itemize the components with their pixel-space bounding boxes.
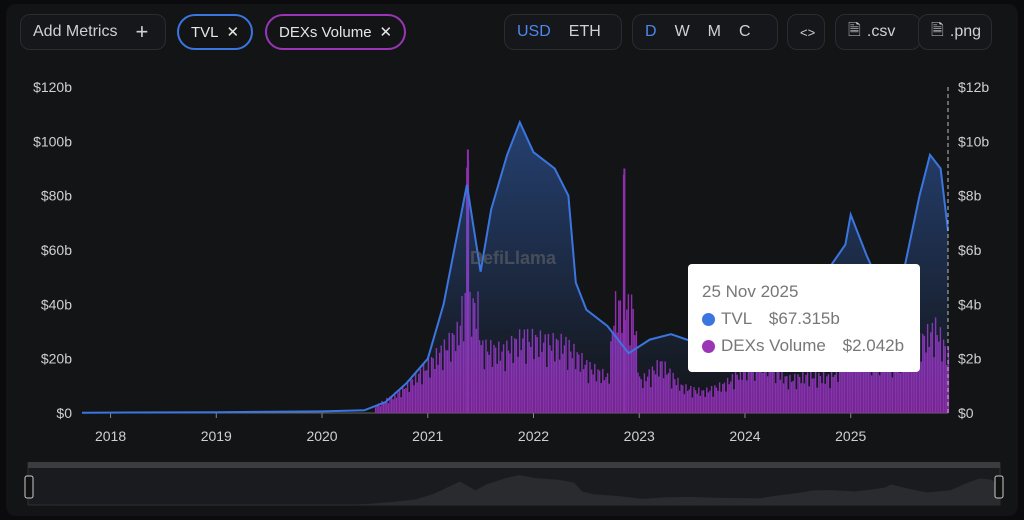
currency-toggle: USD ETH <box>504 14 622 50</box>
chip-label: DEXs Volume <box>279 23 372 41</box>
y-left-tick-label: $100b <box>33 133 72 149</box>
tooltip-row-tvl: TVL $67.315b <box>702 309 906 329</box>
file-download-icon: 🗎 <box>931 21 944 39</box>
tooltip-label: DEXs Volume <box>721 336 826 355</box>
brush-drag-bar[interactable] <box>28 462 1000 468</box>
y-right-tick-label: $10b <box>958 133 989 149</box>
close-icon[interactable]: ✕ <box>379 24 393 41</box>
brush-left-handle[interactable] <box>24 475 34 499</box>
brush-right-handle[interactable] <box>994 475 1004 499</box>
x-tick-label: 2024 <box>729 428 760 444</box>
usd-button[interactable]: USD <box>517 23 551 40</box>
y-left-tick-label: $40b <box>41 296 72 312</box>
tooltip-date: 25 Nov 2025 <box>702 282 799 301</box>
metric-chip-dexs-volume[interactable]: DEXs Volume ✕ <box>265 14 407 50</box>
y-right-tick-label: $4b <box>958 296 982 312</box>
y-right-tick-label: $2b <box>958 351 982 367</box>
dex-volume-bar <box>947 347 950 413</box>
x-tick-label: 2019 <box>201 428 232 444</box>
csv-label: .csv <box>866 23 896 40</box>
tooltip-value: $67.315b <box>768 309 840 328</box>
brush-preview <box>28 475 1000 505</box>
x-tick-label: 2025 <box>835 428 866 444</box>
download-csv-button[interactable]: 🗎 .csv <box>835 14 921 50</box>
y-right-tick-label: $8b <box>958 188 982 204</box>
tooltip-row-dexs-volume: DEXs Volume $2.042b <box>702 336 906 356</box>
add-metrics-label: Add Metrics <box>33 23 118 40</box>
tooltip-value: $2.042b <box>842 336 905 355</box>
monthly-button[interactable]: M <box>707 23 721 40</box>
download-png-button[interactable]: 🗎 .png <box>918 14 992 50</box>
code-icon: <> <box>800 24 816 40</box>
dex-volume-bar <box>623 168 626 413</box>
y-left-tick-label: $120b <box>33 79 72 95</box>
y-right-tick-label: $0 <box>958 405 974 421</box>
y-left-tick-label: $60b <box>41 242 72 258</box>
y-left-tick-label: $0 <box>56 405 72 421</box>
x-tick-label: 2023 <box>624 428 655 444</box>
plus-icon: + <box>135 19 149 44</box>
tvl-dot-icon <box>702 312 715 326</box>
cumulative-button[interactable]: C <box>739 23 751 40</box>
close-icon[interactable]: ✕ <box>226 24 240 41</box>
tvl-area <box>82 122 948 414</box>
embed-button[interactable]: <> <box>787 14 825 50</box>
metric-chip-tvl[interactable]: TVL ✕ <box>177 14 254 50</box>
y-left-tick-label: $80b <box>41 188 72 204</box>
y-left-tick-label: $20b <box>41 351 72 367</box>
eth-button[interactable]: ETH <box>568 23 601 40</box>
daily-button[interactable]: D <box>645 23 657 40</box>
dexs-dot-icon <box>702 339 715 353</box>
y-right-tick-label: $12b <box>958 79 989 95</box>
x-tick-label: 2018 <box>95 428 126 444</box>
tooltip: 25 Nov 2025 TVL $67.315b DEXs Volume $2.… <box>688 264 920 372</box>
tooltip-label: TVL <box>721 309 753 328</box>
y-right-tick-label: $6b <box>958 242 982 258</box>
chip-label: TVL <box>191 23 219 41</box>
x-tick-label: 2020 <box>306 428 337 444</box>
weekly-button[interactable]: W <box>674 23 690 40</box>
add-metrics-button[interactable]: Add Metrics + <box>20 14 166 50</box>
x-tick-label: 2022 <box>518 428 549 444</box>
watermark: DefiLlama <box>470 248 557 268</box>
file-download-icon: 🗎 <box>848 21 861 39</box>
png-label: .png <box>949 23 982 40</box>
x-tick-label: 2021 <box>412 428 443 444</box>
